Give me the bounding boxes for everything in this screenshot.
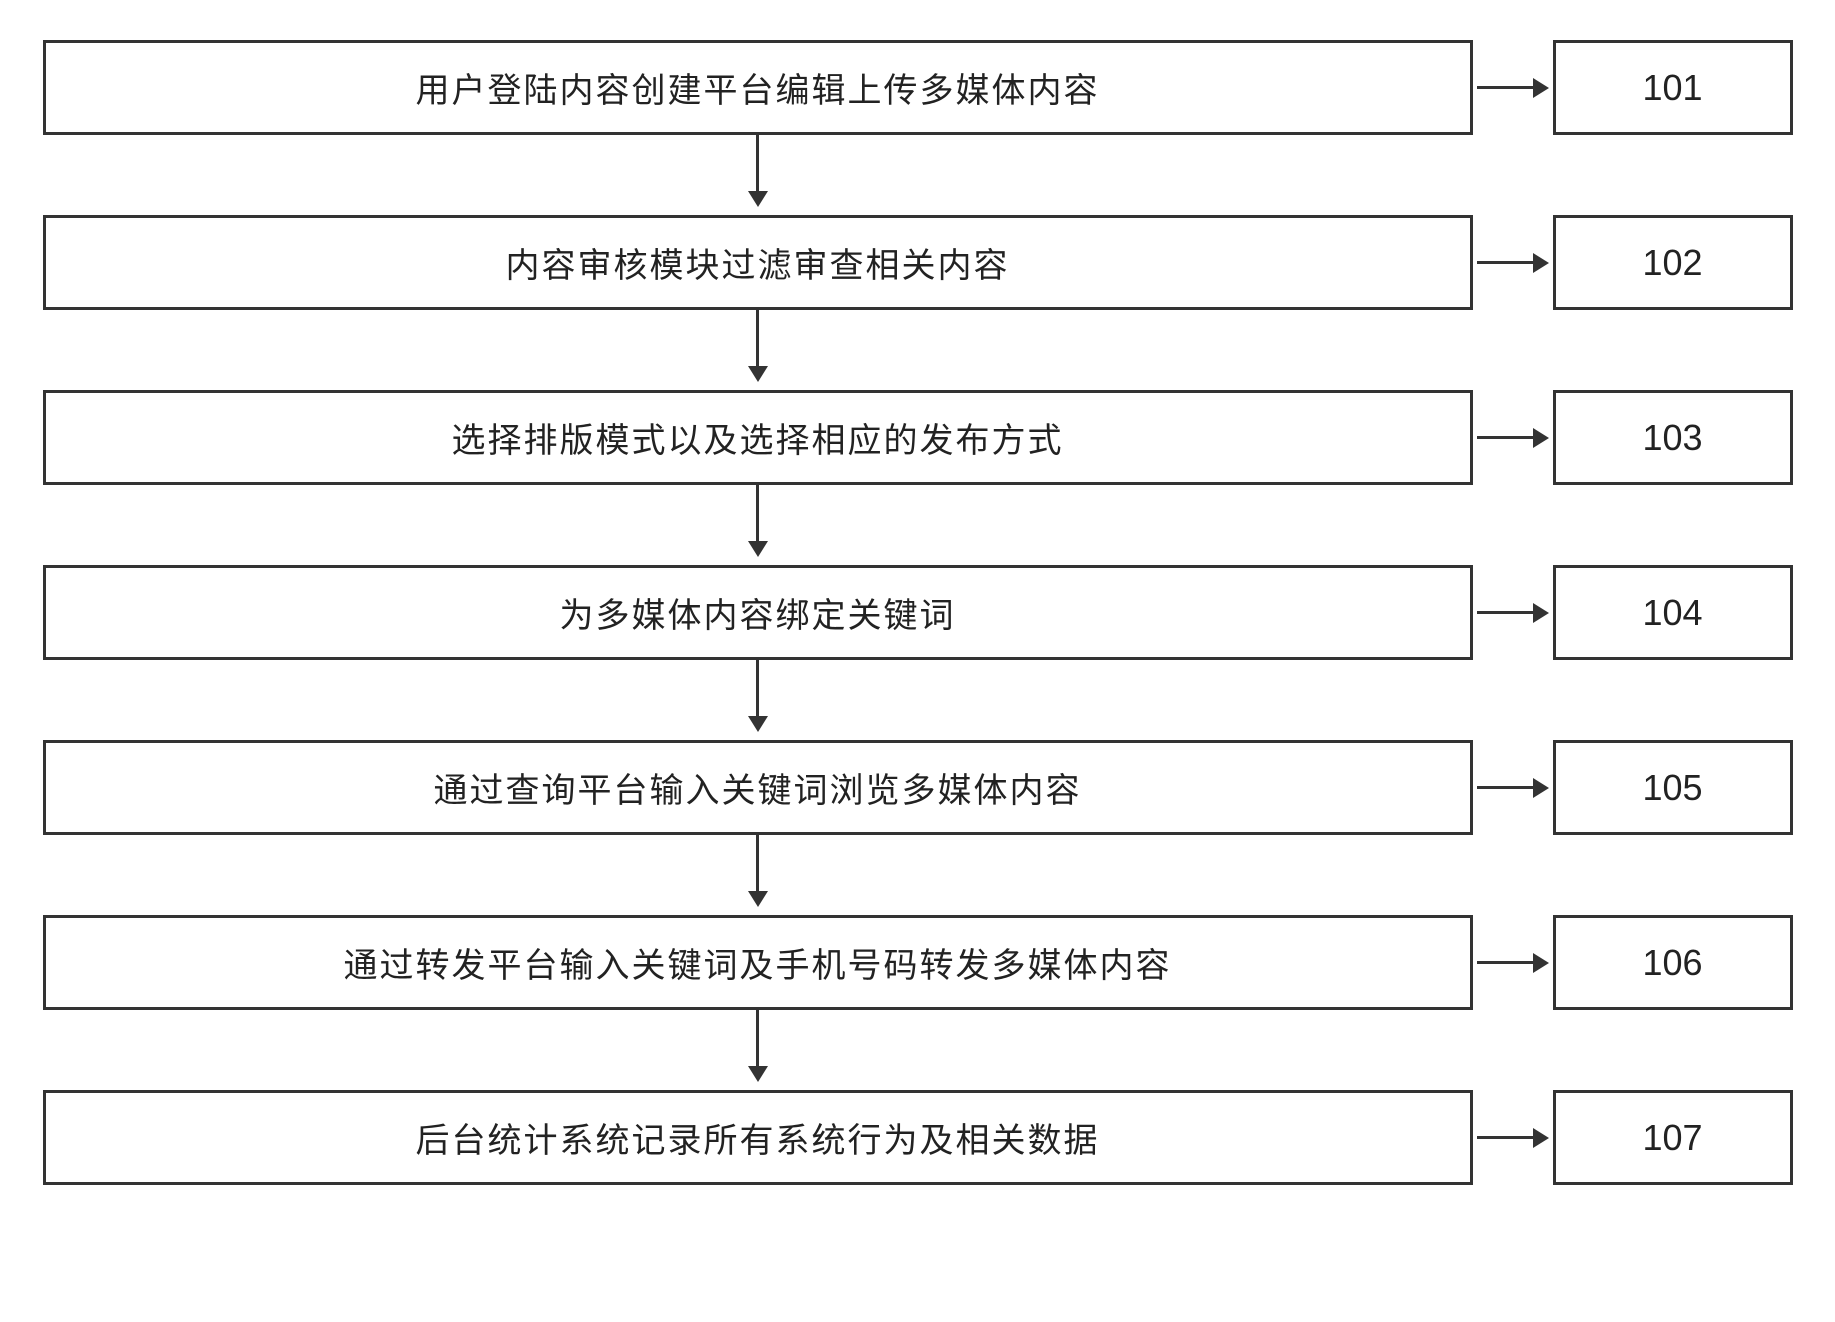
step-label: 通过查询平台输入关键词浏览多媒体内容 bbox=[434, 763, 1082, 812]
flow-step-row: 通过查询平台输入关键词浏览多媒体内容 105 bbox=[43, 740, 1793, 835]
step-number-box-105: 105 bbox=[1553, 740, 1793, 835]
step-label: 用户登陆内容创建平台编辑上传多媒体内容 bbox=[416, 63, 1100, 112]
arrow-down-icon bbox=[748, 660, 768, 740]
arrow-down-icon bbox=[748, 135, 768, 215]
step-number: 103 bbox=[1642, 417, 1702, 459]
arrow-right-icon bbox=[1473, 215, 1553, 310]
step-number-box-101: 101 bbox=[1553, 40, 1793, 135]
flow-step-row: 内容审核模块过滤审查相关内容 102 bbox=[43, 215, 1793, 310]
step-label: 内容审核模块过滤审查相关内容 bbox=[506, 238, 1010, 287]
flow-step-row: 为多媒体内容绑定关键词 104 bbox=[43, 565, 1793, 660]
arrow-down-icon bbox=[748, 310, 768, 390]
step-number-box-106: 106 bbox=[1553, 915, 1793, 1010]
step-label: 通过转发平台输入关键词及手机号码转发多媒体内容 bbox=[344, 938, 1172, 987]
flow-step-row: 后台统计系统记录所有系统行为及相关数据 107 bbox=[43, 1090, 1793, 1185]
step-number: 107 bbox=[1642, 1117, 1702, 1159]
connector-row bbox=[43, 135, 1793, 215]
arrow-down-icon bbox=[748, 1010, 768, 1090]
step-number-box-103: 103 bbox=[1553, 390, 1793, 485]
connector-row bbox=[43, 835, 1793, 915]
step-label: 后台统计系统记录所有系统行为及相关数据 bbox=[416, 1113, 1100, 1162]
arrow-down-icon bbox=[748, 835, 768, 915]
step-number: 106 bbox=[1642, 942, 1702, 984]
connector-row bbox=[43, 660, 1793, 740]
step-box-107: 后台统计系统记录所有系统行为及相关数据 bbox=[43, 1090, 1473, 1185]
step-box-101: 用户登陆内容创建平台编辑上传多媒体内容 bbox=[43, 40, 1473, 135]
step-number: 102 bbox=[1642, 242, 1702, 284]
step-number: 101 bbox=[1642, 67, 1702, 109]
connector-row bbox=[43, 1010, 1793, 1090]
flow-step-row: 选择排版模式以及选择相应的发布方式 103 bbox=[43, 390, 1793, 485]
arrow-right-icon bbox=[1473, 915, 1553, 1010]
step-number-box-102: 102 bbox=[1553, 215, 1793, 310]
arrow-right-icon bbox=[1473, 390, 1553, 485]
step-number-box-104: 104 bbox=[1553, 565, 1793, 660]
step-box-106: 通过转发平台输入关键词及手机号码转发多媒体内容 bbox=[43, 915, 1473, 1010]
step-number: 104 bbox=[1642, 592, 1702, 634]
step-number-box-107: 107 bbox=[1553, 1090, 1793, 1185]
connector-row bbox=[43, 310, 1793, 390]
step-box-105: 通过查询平台输入关键词浏览多媒体内容 bbox=[43, 740, 1473, 835]
step-number: 105 bbox=[1642, 767, 1702, 809]
step-label: 为多媒体内容绑定关键词 bbox=[560, 588, 956, 637]
flow-step-row: 通过转发平台输入关键词及手机号码转发多媒体内容 106 bbox=[43, 915, 1793, 1010]
arrow-right-icon bbox=[1473, 40, 1553, 135]
flowchart-container: 用户登陆内容创建平台编辑上传多媒体内容 101 内容审核模块过滤审查相关内容 1… bbox=[43, 40, 1793, 1185]
flow-step-row: 用户登陆内容创建平台编辑上传多媒体内容 101 bbox=[43, 40, 1793, 135]
step-label: 选择排版模式以及选择相应的发布方式 bbox=[452, 413, 1064, 462]
step-box-103: 选择排版模式以及选择相应的发布方式 bbox=[43, 390, 1473, 485]
arrow-right-icon bbox=[1473, 565, 1553, 660]
arrow-down-icon bbox=[748, 485, 768, 565]
arrow-right-icon bbox=[1473, 1090, 1553, 1185]
step-box-104: 为多媒体内容绑定关键词 bbox=[43, 565, 1473, 660]
step-box-102: 内容审核模块过滤审查相关内容 bbox=[43, 215, 1473, 310]
connector-row bbox=[43, 485, 1793, 565]
arrow-right-icon bbox=[1473, 740, 1553, 835]
